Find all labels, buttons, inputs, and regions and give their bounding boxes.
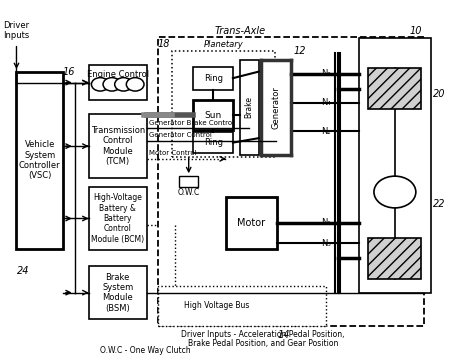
Text: N₄: N₄ [321, 98, 331, 107]
Text: N₅: N₅ [321, 239, 331, 248]
Bar [89, 114, 147, 178]
Bar [179, 176, 198, 187]
Bar [368, 238, 421, 278]
Bar [193, 100, 233, 130]
Text: 16: 16 [62, 67, 75, 77]
Circle shape [103, 77, 121, 91]
Text: Generator Control: Generator Control [149, 132, 212, 138]
Text: Ring: Ring [204, 138, 223, 147]
Circle shape [115, 77, 132, 91]
Text: Motor: Motor [237, 218, 265, 228]
Bar [158, 37, 424, 326]
Text: Brake
System
Module
(BSM): Brake System Module (BSM) [102, 272, 133, 313]
Text: Generator Brake Control: Generator Brake Control [149, 120, 234, 126]
Bar [240, 60, 258, 155]
Bar [368, 69, 421, 109]
Text: N₁: N₁ [321, 218, 331, 227]
Bar [89, 266, 147, 319]
Text: Driver
Inputs: Driver Inputs [3, 21, 29, 40]
Text: Motor Control: Motor Control [149, 150, 197, 156]
Bar [89, 187, 147, 250]
Text: 18: 18 [157, 39, 170, 49]
Bar [193, 67, 233, 90]
Text: 24: 24 [17, 266, 29, 276]
Text: Engine Control: Engine Control [87, 70, 149, 79]
Bar [368, 69, 421, 109]
Text: O.W.C: O.W.C [178, 188, 200, 197]
Text: 20: 20 [433, 89, 446, 99]
Text: 10: 10 [410, 26, 422, 36]
Text: Trans-Axle: Trans-Axle [214, 26, 265, 36]
Bar [358, 39, 431, 293]
Text: Brake: Brake [245, 96, 254, 118]
Text: Vehicle
System
Controller
(VSC): Vehicle System Controller (VSC) [19, 140, 61, 180]
Text: N₃: N₃ [321, 69, 331, 79]
Text: N₂: N₂ [321, 127, 331, 136]
Text: High Voltage Bus: High Voltage Bus [184, 301, 250, 310]
Bar [226, 197, 277, 248]
Text: Generator: Generator [272, 86, 281, 129]
Text: Sun: Sun [204, 111, 222, 120]
Bar [17, 72, 63, 248]
Text: O.W.C - One Way Clutch: O.W.C - One Way Clutch [100, 346, 191, 355]
Circle shape [126, 77, 144, 91]
Text: High-Voltage
Battery &
Battery
Control
Module (BCM): High-Voltage Battery & Battery Control M… [91, 193, 144, 244]
Circle shape [91, 77, 109, 91]
Bar [173, 51, 275, 157]
Text: Planetary: Planetary [204, 40, 244, 49]
Bar [368, 238, 421, 278]
Text: Ring: Ring [204, 74, 223, 83]
Bar [261, 60, 291, 155]
Text: Brake Pedal Position, and Gear Position: Brake Pedal Position, and Gear Position [188, 338, 338, 348]
Text: 12: 12 [293, 46, 306, 56]
Bar [89, 65, 147, 100]
Text: Transmission
Control
Module
(TCM): Transmission Control Module (TCM) [91, 126, 145, 166]
Text: 22: 22 [433, 198, 446, 209]
Bar [158, 286, 326, 326]
Text: Driver Inputs - Acceleration Pedal Position,: Driver Inputs - Acceleration Pedal Posit… [182, 331, 345, 340]
Text: 14: 14 [278, 330, 291, 340]
Circle shape [374, 176, 416, 208]
Bar [193, 132, 233, 153]
